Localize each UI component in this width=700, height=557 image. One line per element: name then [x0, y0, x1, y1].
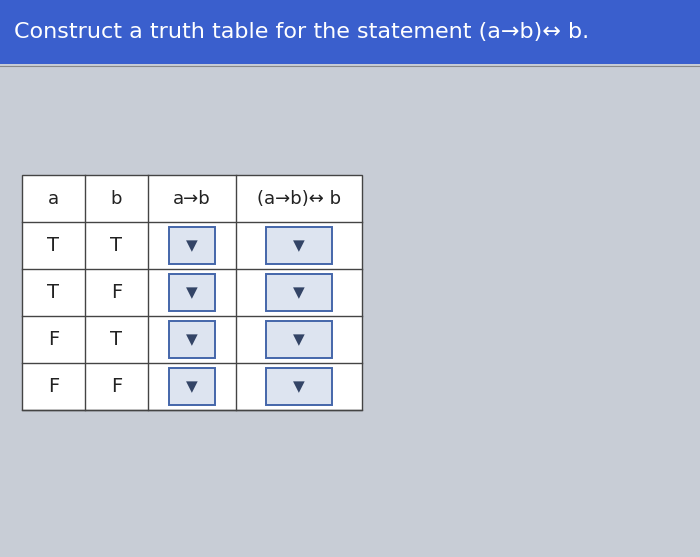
- Text: ▼: ▼: [186, 332, 198, 347]
- Bar: [266, 368, 332, 405]
- Text: T: T: [111, 236, 122, 255]
- Bar: [22, 175, 362, 410]
- Bar: [169, 274, 215, 311]
- Text: Construct a truth table for the statement (a→b)↔ b.: Construct a truth table for the statemen…: [14, 22, 589, 42]
- Text: ▼: ▼: [293, 238, 305, 253]
- Text: T: T: [48, 236, 60, 255]
- Text: ▼: ▼: [293, 285, 305, 300]
- Bar: [0, 64, 700, 557]
- Text: a: a: [48, 189, 59, 208]
- Text: T: T: [111, 330, 122, 349]
- Text: ▼: ▼: [293, 379, 305, 394]
- Text: a→b: a→b: [173, 189, 211, 208]
- Text: ▼: ▼: [186, 238, 198, 253]
- Text: b: b: [111, 189, 122, 208]
- Bar: [266, 321, 332, 358]
- Text: ▼: ▼: [186, 379, 198, 394]
- Text: ▼: ▼: [186, 285, 198, 300]
- Text: F: F: [111, 377, 122, 396]
- Text: (a→b)↔ b: (a→b)↔ b: [257, 189, 341, 208]
- Text: F: F: [111, 283, 122, 302]
- Bar: [266, 274, 332, 311]
- Bar: [169, 321, 215, 358]
- Text: F: F: [48, 377, 59, 396]
- Bar: [169, 368, 215, 405]
- Text: F: F: [48, 330, 59, 349]
- Bar: [169, 227, 215, 264]
- Text: ▼: ▼: [293, 332, 305, 347]
- Text: T: T: [48, 283, 60, 302]
- Bar: [266, 227, 332, 264]
- Bar: [0, 0, 700, 64]
